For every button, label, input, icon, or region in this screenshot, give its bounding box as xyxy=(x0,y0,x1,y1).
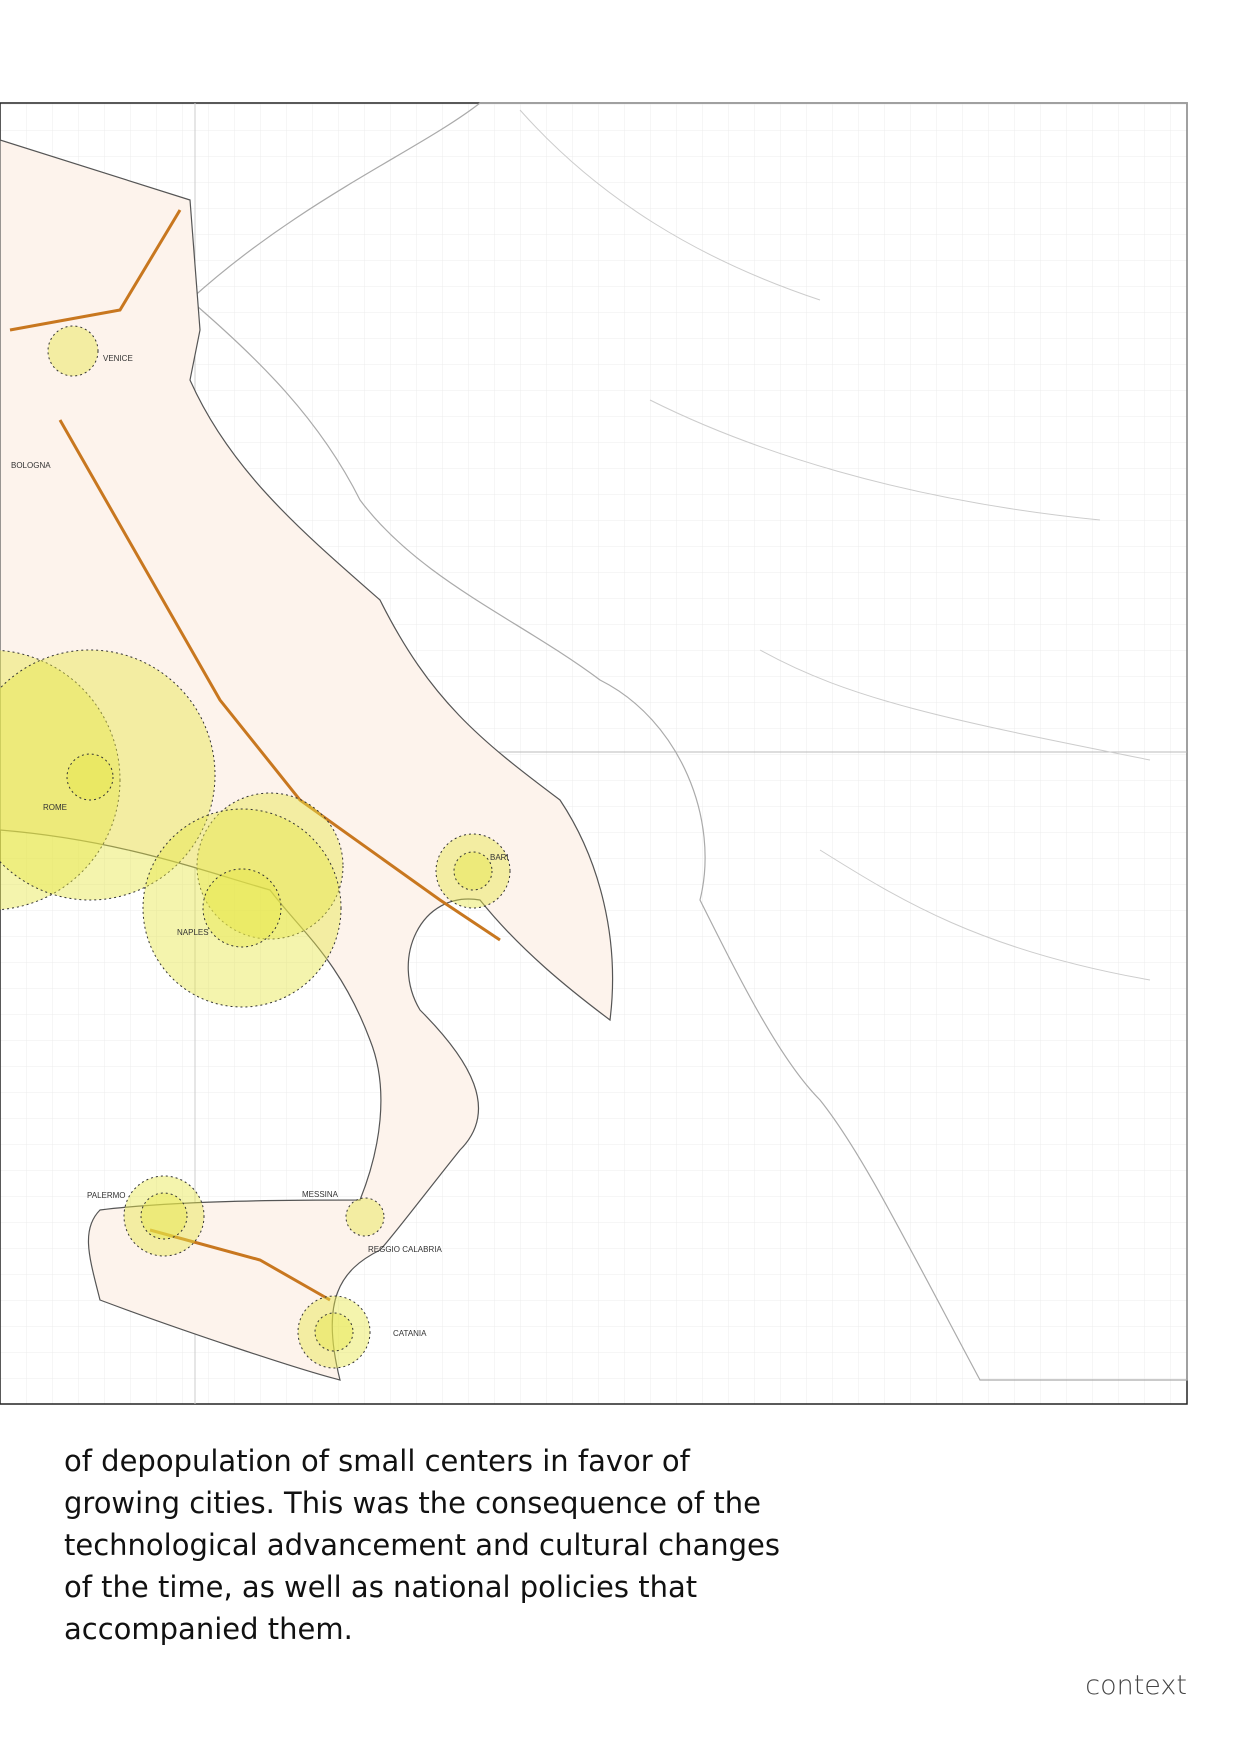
contour xyxy=(519,109,1151,981)
city-area xyxy=(453,851,493,891)
city-area xyxy=(66,753,114,801)
city-label: CATANIA xyxy=(393,1329,427,1338)
city-area xyxy=(142,808,342,1008)
italy xyxy=(0,139,614,1381)
text-line: technological advancement and cultural c… xyxy=(64,1528,780,1562)
city-area xyxy=(314,1312,354,1352)
city-area xyxy=(202,868,282,948)
city-label: ROME xyxy=(43,803,67,812)
city-area xyxy=(47,325,99,377)
city-label: REGGIO CALABRIA xyxy=(368,1245,442,1254)
city-area xyxy=(140,1192,188,1240)
city-label: BARI xyxy=(490,853,509,862)
city-area xyxy=(345,1197,385,1237)
city-area xyxy=(0,649,216,901)
city-label: PALERMO xyxy=(87,1191,126,1200)
city-area xyxy=(297,1295,371,1369)
text-line: of depopulation of small centers in favo… xyxy=(64,1444,690,1478)
city-area xyxy=(196,792,344,940)
body-text: of depopulation of small centers in favo… xyxy=(64,1440,780,1650)
city-label: BOLOGNA xyxy=(11,461,51,470)
text-line: growing cities. This was the consequence… xyxy=(64,1486,761,1520)
city-area xyxy=(435,833,511,909)
map: VENICE BOLOGNA ROME NAPLES BARI PALERMO … xyxy=(0,102,1188,1405)
city-label: NAPLES xyxy=(177,928,209,937)
text-line: of the time, as well as national policie… xyxy=(64,1570,698,1604)
city-label: MESSINA xyxy=(302,1190,339,1199)
city-label: VENICE xyxy=(103,354,133,363)
road xyxy=(9,209,501,1302)
text-line: accompanied them. xyxy=(64,1612,353,1646)
city-area xyxy=(123,1175,205,1257)
coastline xyxy=(189,102,1188,1381)
section-label: context xyxy=(1085,1670,1187,1701)
city-area xyxy=(0,649,121,911)
